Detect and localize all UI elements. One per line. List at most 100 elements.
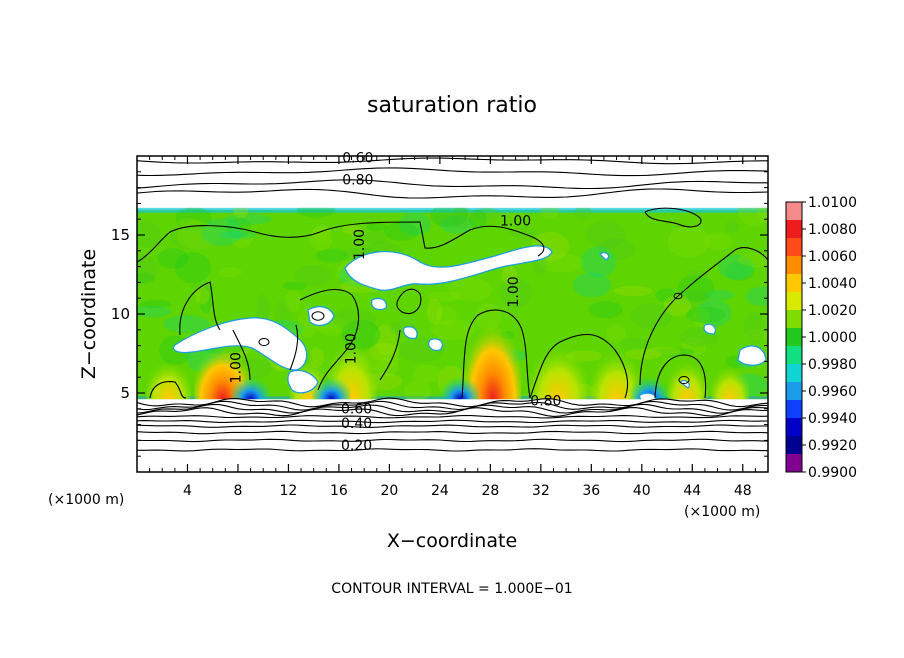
field-texture	[275, 300, 293, 327]
x-tick-label: 4	[183, 483, 192, 499]
contour-label: 1.00	[352, 229, 368, 260]
contour-line-1.00	[149, 381, 187, 399]
field-texture	[374, 324, 397, 356]
field-texture	[217, 266, 242, 278]
subsaturated-region	[344, 245, 553, 291]
colorbar-label: 0.9980	[808, 357, 857, 373]
contour-label: 0.60	[341, 402, 372, 418]
contour-line-lower	[137, 407, 768, 417]
warm-plume	[530, 312, 587, 400]
clear-air-below	[137, 399, 768, 472]
field-texture	[194, 286, 210, 305]
colorbar-swatch	[786, 328, 802, 347]
field-texture	[433, 214, 464, 225]
field-texture	[469, 209, 487, 230]
contour-line-upper	[137, 179, 768, 190]
colorbar-swatch	[786, 382, 802, 401]
field-texture	[575, 204, 592, 221]
x-tick-label: 20	[380, 483, 398, 499]
field-texture	[315, 249, 349, 263]
field-texture	[737, 252, 768, 268]
colorbar-swatch	[786, 310, 802, 329]
field-texture	[176, 220, 216, 250]
field-texture	[743, 328, 768, 341]
contour-line-1.00	[529, 333, 629, 399]
field-texture	[667, 225, 710, 258]
field-texture	[436, 306, 457, 326]
colorbar-label: 0.9940	[808, 411, 857, 427]
subsaturated-region	[599, 252, 610, 261]
cloud-field	[137, 194, 768, 407]
colorbar-swatch	[786, 256, 802, 275]
field-texture	[175, 206, 213, 231]
field-texture	[588, 301, 623, 319]
contour-line-1.00	[639, 247, 768, 386]
x-unit-right: (×1000 m)	[684, 504, 760, 520]
clear-air-above	[137, 156, 768, 208]
field-texture	[226, 217, 251, 238]
field-texture	[137, 221, 162, 248]
contour-line-lower	[137, 448, 768, 452]
x-unit-left: (×1000 m)	[48, 492, 124, 508]
x-tick-label: 44	[683, 483, 701, 499]
colorbar-label: 1.0000	[808, 330, 857, 346]
contour-label: 0.40	[341, 416, 372, 432]
cloud-top-fringe	[137, 207, 768, 213]
contour-line-1.00	[644, 207, 702, 228]
contour-line-upper	[137, 167, 768, 177]
contour-line-lower	[137, 424, 768, 428]
y-axis-ticks: 5 10 15	[111, 171, 768, 457]
colorbar-swatch	[786, 454, 802, 473]
contour-label: 1.00	[343, 333, 359, 364]
field-texture	[169, 223, 215, 250]
field-texture	[430, 202, 468, 228]
colorbar-swatch	[786, 436, 802, 455]
contour-label: 0.80	[342, 172, 373, 188]
cold-spot	[441, 361, 480, 400]
colorbar-swatch	[786, 400, 802, 419]
field-texture	[283, 281, 308, 291]
colorbar-label: 1.0080	[808, 222, 857, 238]
field-texture	[383, 222, 419, 241]
field-texture	[696, 299, 732, 328]
contour-line-1.00	[179, 281, 221, 336]
field-texture	[137, 253, 160, 286]
field-texture	[293, 265, 333, 286]
contour-loop	[311, 311, 325, 321]
subsaturated-region	[287, 369, 319, 394]
colorbar-swatch	[786, 346, 802, 365]
contour-loop	[678, 376, 690, 384]
contour-line-lower	[137, 414, 768, 419]
x-tick-label: 36	[582, 483, 600, 499]
x-tick-label: 8	[233, 483, 242, 499]
field-texture	[157, 248, 189, 269]
field-texture	[663, 294, 691, 317]
field-texture	[677, 275, 715, 302]
field-texture	[374, 358, 399, 377]
field-texture	[190, 282, 217, 291]
contour-label: 0.60	[342, 150, 373, 166]
field-texture	[230, 228, 253, 248]
field-texture	[403, 380, 431, 402]
colorbar-label: 0.9920	[808, 438, 857, 454]
field-texture	[439, 215, 474, 234]
subsaturated-region	[428, 338, 443, 351]
contour-line-1.00	[299, 289, 360, 391]
colorbar-swatch	[786, 274, 802, 293]
field-texture	[174, 252, 211, 284]
contour-label: 1.00	[500, 214, 531, 230]
x-tick-label: 16	[330, 483, 348, 499]
contour-line-upper	[137, 188, 768, 199]
contour-line-lower	[137, 397, 768, 408]
field-texture	[655, 288, 677, 303]
y-tick-label: 10	[111, 305, 130, 323]
contour-label: 0.20	[341, 438, 372, 454]
x-axis-label: X−coordinate	[387, 530, 517, 552]
contour-line-1.00	[396, 288, 422, 314]
contour-label: 0.80	[530, 394, 561, 410]
x-tick-label: 12	[280, 483, 298, 499]
colorbar-label: 0.9900	[808, 465, 857, 481]
colorbar-swatch	[786, 292, 802, 311]
